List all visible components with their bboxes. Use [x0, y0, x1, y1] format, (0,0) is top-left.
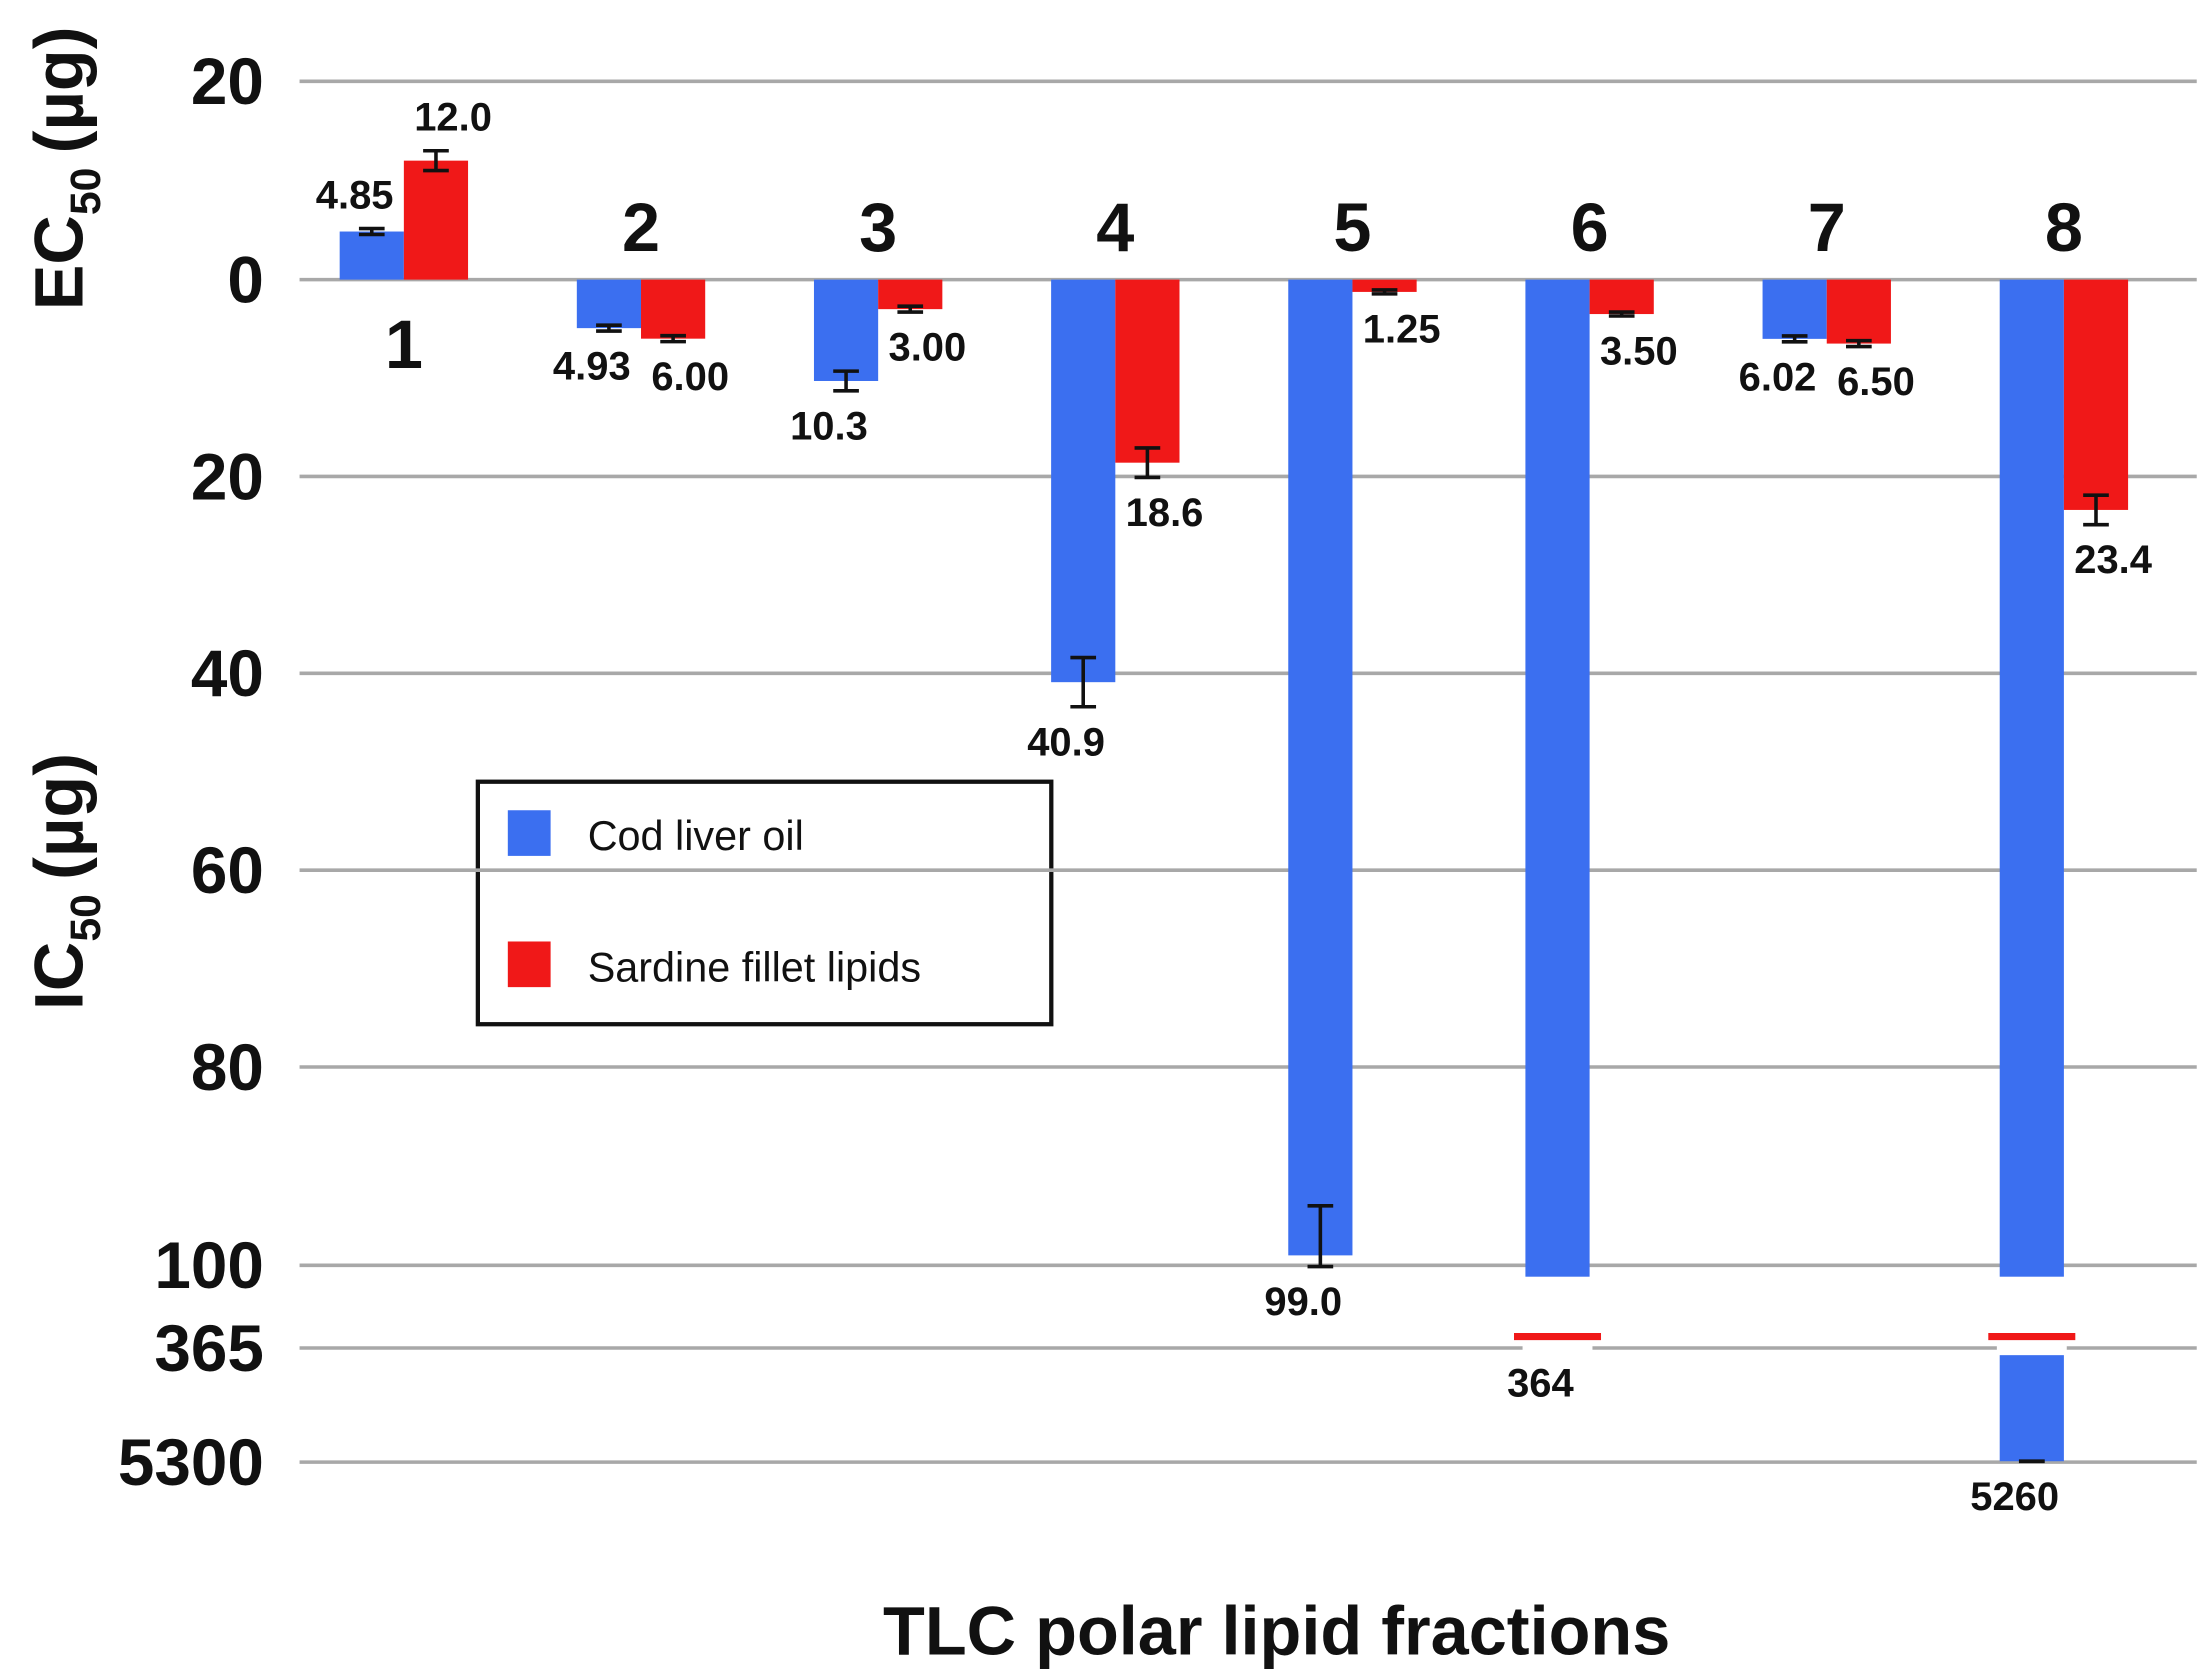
bar [1999, 279, 2064, 1462]
value-label: 3.50 [1600, 330, 1678, 374]
legend: Cod liver oil Sardine fillet lipids [475, 779, 1054, 1027]
y-tick-label: 60 [191, 834, 264, 907]
x-axis-title: TLC polar lipid fractions [883, 1593, 1670, 1669]
x-tick-label: 6 [1571, 189, 1609, 266]
y-tick-label: 40 [191, 637, 264, 710]
bar [1352, 279, 1417, 292]
bar [641, 279, 706, 339]
y-tick-label: 20 [191, 45, 264, 118]
x-tick-label: 7 [1808, 189, 1846, 266]
y-tick-label: 365 [154, 1312, 263, 1385]
y-axis-title-unit: (µg) [21, 26, 98, 153]
value-label: 12.0 [414, 96, 492, 140]
axis-break-gap [1996, 1276, 2067, 1356]
value-label: 3.00 [889, 326, 967, 370]
y-axis-title-unit: (µg) [21, 753, 98, 880]
value-label: 6.02 [1739, 355, 1817, 399]
value-label: 6.00 [651, 355, 729, 399]
x-tick-label: 8 [2045, 189, 2083, 266]
value-label: 40.9 [1027, 720, 1105, 764]
bar [878, 279, 943, 310]
bar [576, 279, 642, 329]
legend-swatch [507, 810, 551, 856]
x-tick-label: 3 [859, 189, 897, 266]
bar [1051, 279, 1116, 683]
value-label: 99.0 [1264, 1280, 1342, 1324]
y-axis-title-main: EC [21, 215, 98, 310]
y-tick-label: 100 [154, 1229, 263, 1302]
legend-swatch [507, 941, 551, 988]
value-label: 5260 [1970, 1475, 2059, 1519]
bar [339, 231, 404, 280]
legend-label: Cod liver oil [588, 813, 804, 859]
value-label: 1.25 [1363, 307, 1441, 351]
x-tick-label: 1 [385, 306, 423, 383]
bar [1115, 279, 1180, 463]
bar [2063, 279, 2129, 510]
value-label: 364 [1507, 1362, 1574, 1406]
x-tick-label: 2 [622, 189, 660, 266]
bar [1762, 279, 1827, 339]
bar [1826, 279, 1891, 344]
bar [1589, 279, 1654, 315]
y-tick-label: 80 [191, 1031, 264, 1104]
value-label: 18.6 [1126, 491, 1204, 535]
value-label: 4.85 [316, 174, 394, 218]
bar [813, 279, 879, 381]
value-label: 23.4 [2074, 538, 2152, 582]
legend-label: Sardine fillet lipids [588, 944, 921, 990]
y-axis-title: IC50 (µg) [21, 753, 110, 1010]
y-axis-title: EC50 (µg) [21, 26, 110, 310]
value-label: 6.50 [1837, 360, 1915, 404]
y-tick-label: 5300 [118, 1426, 264, 1499]
x-tick-label: 5 [1333, 189, 1371, 266]
value-label: 10.3 [790, 404, 868, 448]
y-axis-title-main: IC [21, 942, 98, 1010]
y-tick-label: 0 [227, 243, 264, 316]
legend-box [475, 779, 1054, 1027]
bar [1288, 279, 1353, 1256]
bar [1525, 279, 1590, 1348]
x-tick-label: 4 [1096, 189, 1134, 266]
y-tick-label: 20 [191, 440, 264, 513]
value-label: 4.93 [553, 345, 631, 389]
y-axis-title-sub: 50 [62, 168, 110, 216]
bar [403, 160, 469, 280]
y-axis-title-sub: 50 [62, 894, 110, 942]
axis-break-gap [1522, 1276, 1593, 1356]
